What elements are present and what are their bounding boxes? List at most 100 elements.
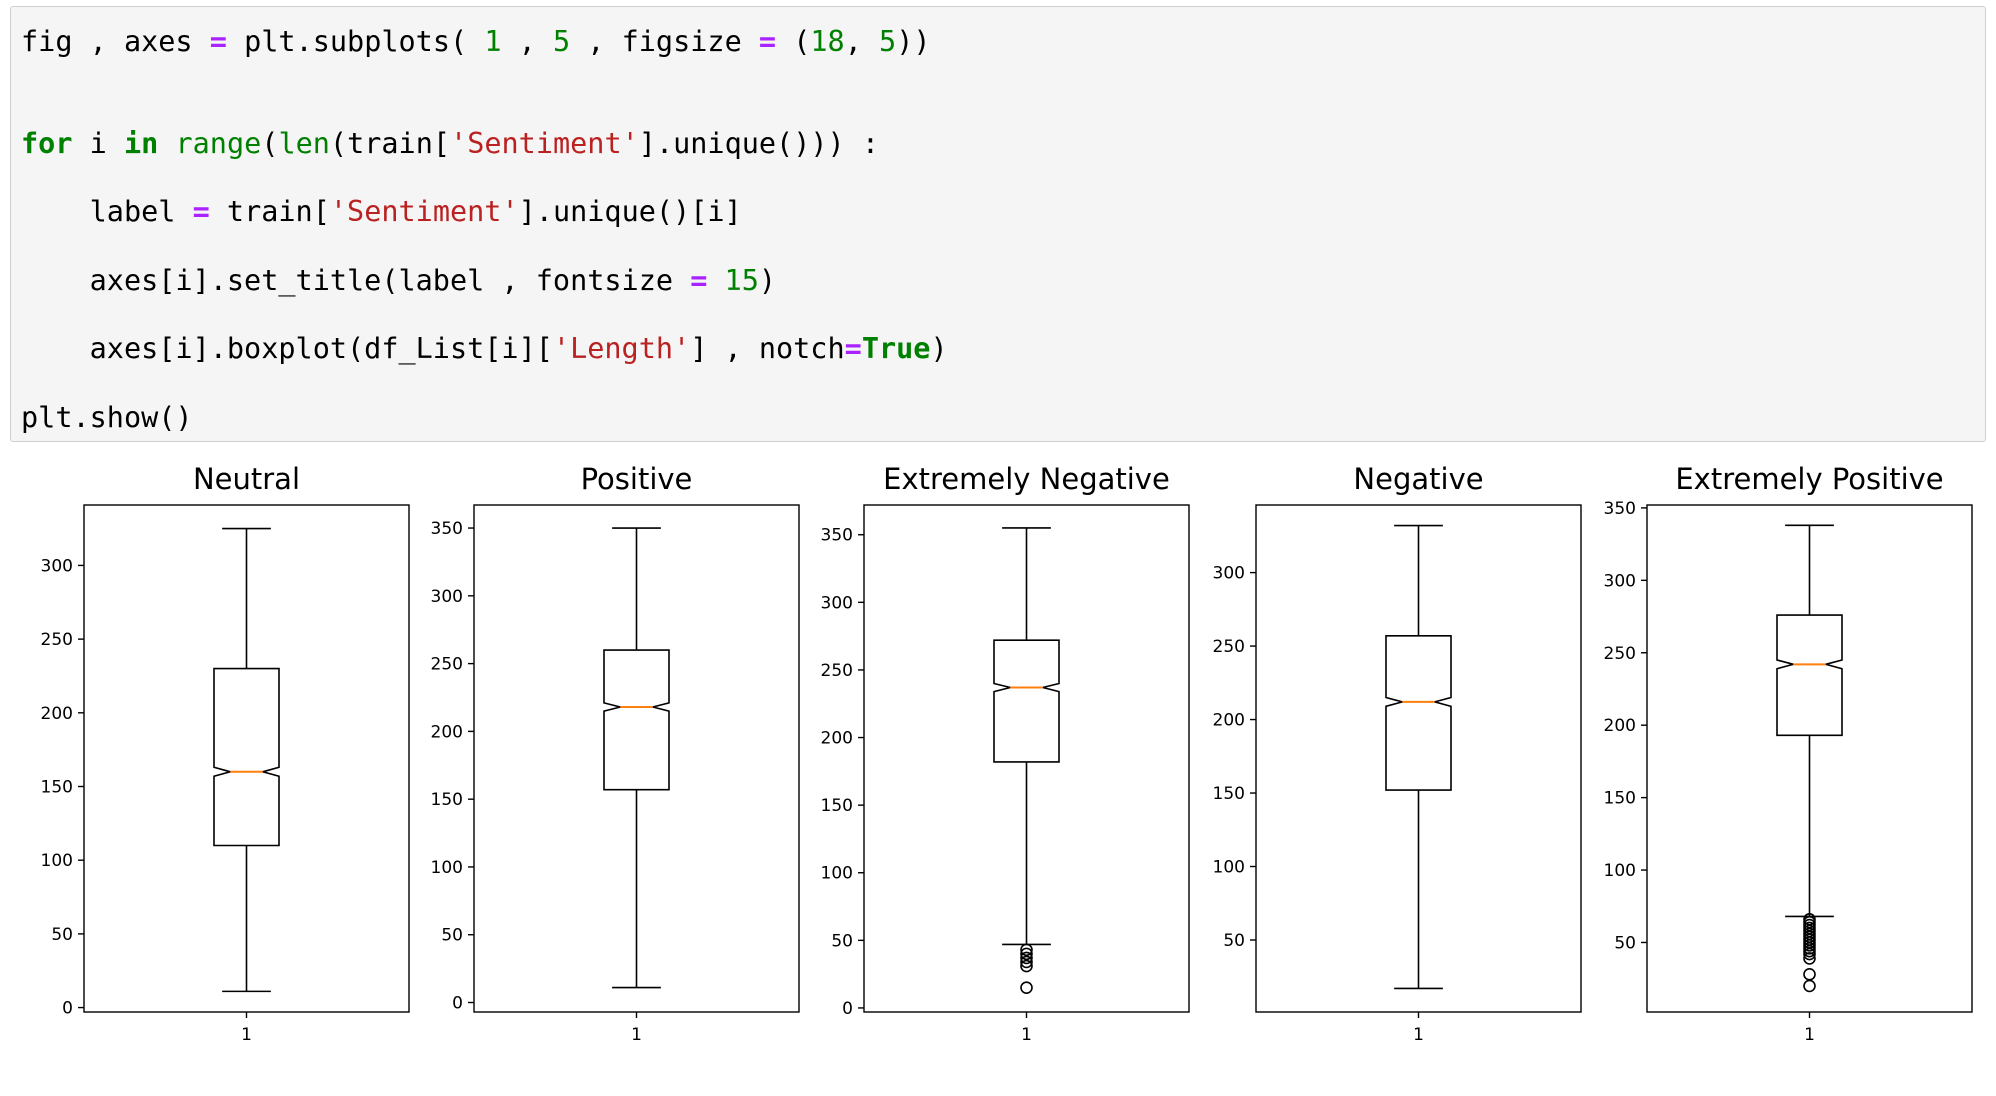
code-token: 5 <box>879 25 897 58</box>
y-tick-label: 200 <box>41 704 73 724</box>
y-tick-label: 50 <box>1223 931 1245 951</box>
outlier-point <box>1020 951 1033 965</box>
subplot-title: Positive <box>581 462 693 496</box>
notched-box <box>993 639 1060 763</box>
outlier-point <box>1803 947 1816 961</box>
code-token: , <box>844 25 880 58</box>
y-tick-label: 300 <box>1213 564 1245 584</box>
code-line: axes[i].set_title(label , fontsize = 15) <box>21 264 776 298</box>
subplot: Negative 50 100 150 200 250 300 1 <box>1213 462 1582 1045</box>
code-token: in <box>123 127 159 160</box>
subplot-title: Negative <box>1353 462 1483 496</box>
code-token: ] , notch <box>690 332 845 365</box>
code-line: fig , axes = plt.subplots( 1 , 5 , figsi… <box>21 25 931 59</box>
y-tick-label: 250 <box>1604 644 1636 664</box>
code-token: ( <box>261 127 279 160</box>
outlier-point <box>1020 943 1033 957</box>
y-tick-label: 250 <box>1213 637 1245 657</box>
y-tick-label: 100 <box>41 851 73 871</box>
subplot: Extremely Positive 50 100 150 200 250 300 350 1 <box>1604 462 1973 1045</box>
y-tick-label: 0 <box>842 999 853 1019</box>
y-tick-label: 300 <box>431 587 463 607</box>
y-tick-label: 100 <box>431 858 463 878</box>
y-tick-label: 300 <box>821 593 853 613</box>
code-token: 15 <box>724 264 759 297</box>
y-tick-label: 50 <box>51 925 73 945</box>
code-token <box>707 264 724 297</box>
code-token: = <box>690 264 708 297</box>
y-tick-label: 150 <box>431 790 463 810</box>
y-tick-label: 350 <box>821 526 853 546</box>
outlier-point <box>1803 979 1816 993</box>
y-tick-label: 350 <box>431 519 463 539</box>
code-token: )) <box>896 25 931 58</box>
y-tick-label: 250 <box>41 630 73 650</box>
code-token: 18 <box>810 25 845 58</box>
code-line: axes[i].boxplot(df_List[i]['Length'] , n… <box>21 332 948 366</box>
outlier-point <box>1020 955 1033 969</box>
code-line: plt.show() <box>21 401 193 435</box>
code-token: ].unique()[i] <box>518 195 742 228</box>
code-token: range <box>175 127 262 160</box>
code-token: = <box>758 25 777 58</box>
code-token: axes[i].boxplot(df_List[i][ <box>21 332 553 365</box>
notched-box <box>1776 614 1843 737</box>
code-token: = <box>209 25 227 58</box>
code-token: = <box>844 332 862 365</box>
y-tick-label: 0 <box>62 999 73 1019</box>
subplot-title: Neutral <box>193 462 300 496</box>
outlier-point <box>1020 947 1033 961</box>
code-token: len <box>278 127 330 160</box>
y-tick-label: 150 <box>821 796 853 816</box>
code-token: plt.show() <box>21 401 193 434</box>
y-tick-label: 100 <box>1604 861 1636 881</box>
code-token: for <box>21 127 73 160</box>
y-tick-label: 0 <box>452 994 463 1014</box>
y-tick-label: 150 <box>1213 784 1245 804</box>
code-token: axes[i].set_title(label , fontsize <box>21 264 691 297</box>
subplot: Neutral 0 50 100 150 200 250 300 1 <box>41 462 410 1045</box>
y-tick-label: 300 <box>41 556 73 576</box>
outlier-point <box>1020 981 1033 994</box>
code-line: for i in range(len(train['Sentiment'].un… <box>21 127 879 161</box>
y-tick-label: 200 <box>431 722 463 742</box>
code-token: fig , axes <box>21 25 210 58</box>
code-token: 1 <box>484 25 502 58</box>
x-tick-label: 1 <box>1804 1025 1815 1045</box>
y-tick-label: 350 <box>1604 499 1636 519</box>
outlier-point <box>1803 968 1816 981</box>
code-token: i <box>72 127 124 160</box>
code-token: 'Sentiment' <box>450 127 639 160</box>
y-tick-label: 250 <box>431 655 463 675</box>
code-cell[interactable]: fig , axes = plt.subplots( 1 , 5 , figsi… <box>10 6 1986 442</box>
code-token: ( <box>776 25 811 58</box>
code-token: True <box>861 332 931 365</box>
y-tick-label: 150 <box>41 778 73 798</box>
code-token <box>158 127 175 160</box>
x-tick-label: 1 <box>1413 1025 1424 1045</box>
code-line: label = train['Sentiment'].unique()[i] <box>21 195 742 229</box>
outlier-point <box>1803 952 1816 965</box>
y-tick-label: 200 <box>821 729 853 749</box>
code-token: (train[ <box>329 127 451 160</box>
code-token: , figsize <box>570 25 759 58</box>
y-tick-label: 100 <box>1213 858 1245 878</box>
y-tick-label: 50 <box>1614 933 1636 953</box>
y-tick-label: 200 <box>1604 716 1636 736</box>
x-tick-label: 1 <box>241 1025 252 1045</box>
subplot: Extremely Negative 0 50 100 150 200 250 300 350 1 <box>821 462 1190 1045</box>
y-tick-label: 150 <box>1604 789 1636 809</box>
code-token: ].unique())) : <box>638 127 879 160</box>
notched-box <box>1385 635 1452 791</box>
subplot-title: Extremely Negative <box>883 462 1170 496</box>
notched-box <box>213 667 280 847</box>
x-tick-label: 1 <box>631 1025 642 1045</box>
outlier-point <box>1020 959 1033 973</box>
code-token: 5 <box>552 25 571 58</box>
code-token: label <box>21 195 193 228</box>
boxplot-figure: Neutral0501001502002503001Positive050100… <box>41 462 1973 1045</box>
y-tick-label: 250 <box>821 661 853 681</box>
code-token: ) <box>930 332 948 365</box>
code-token: plt.subplots( <box>226 25 485 58</box>
code-token: 'Sentiment' <box>329 195 519 228</box>
